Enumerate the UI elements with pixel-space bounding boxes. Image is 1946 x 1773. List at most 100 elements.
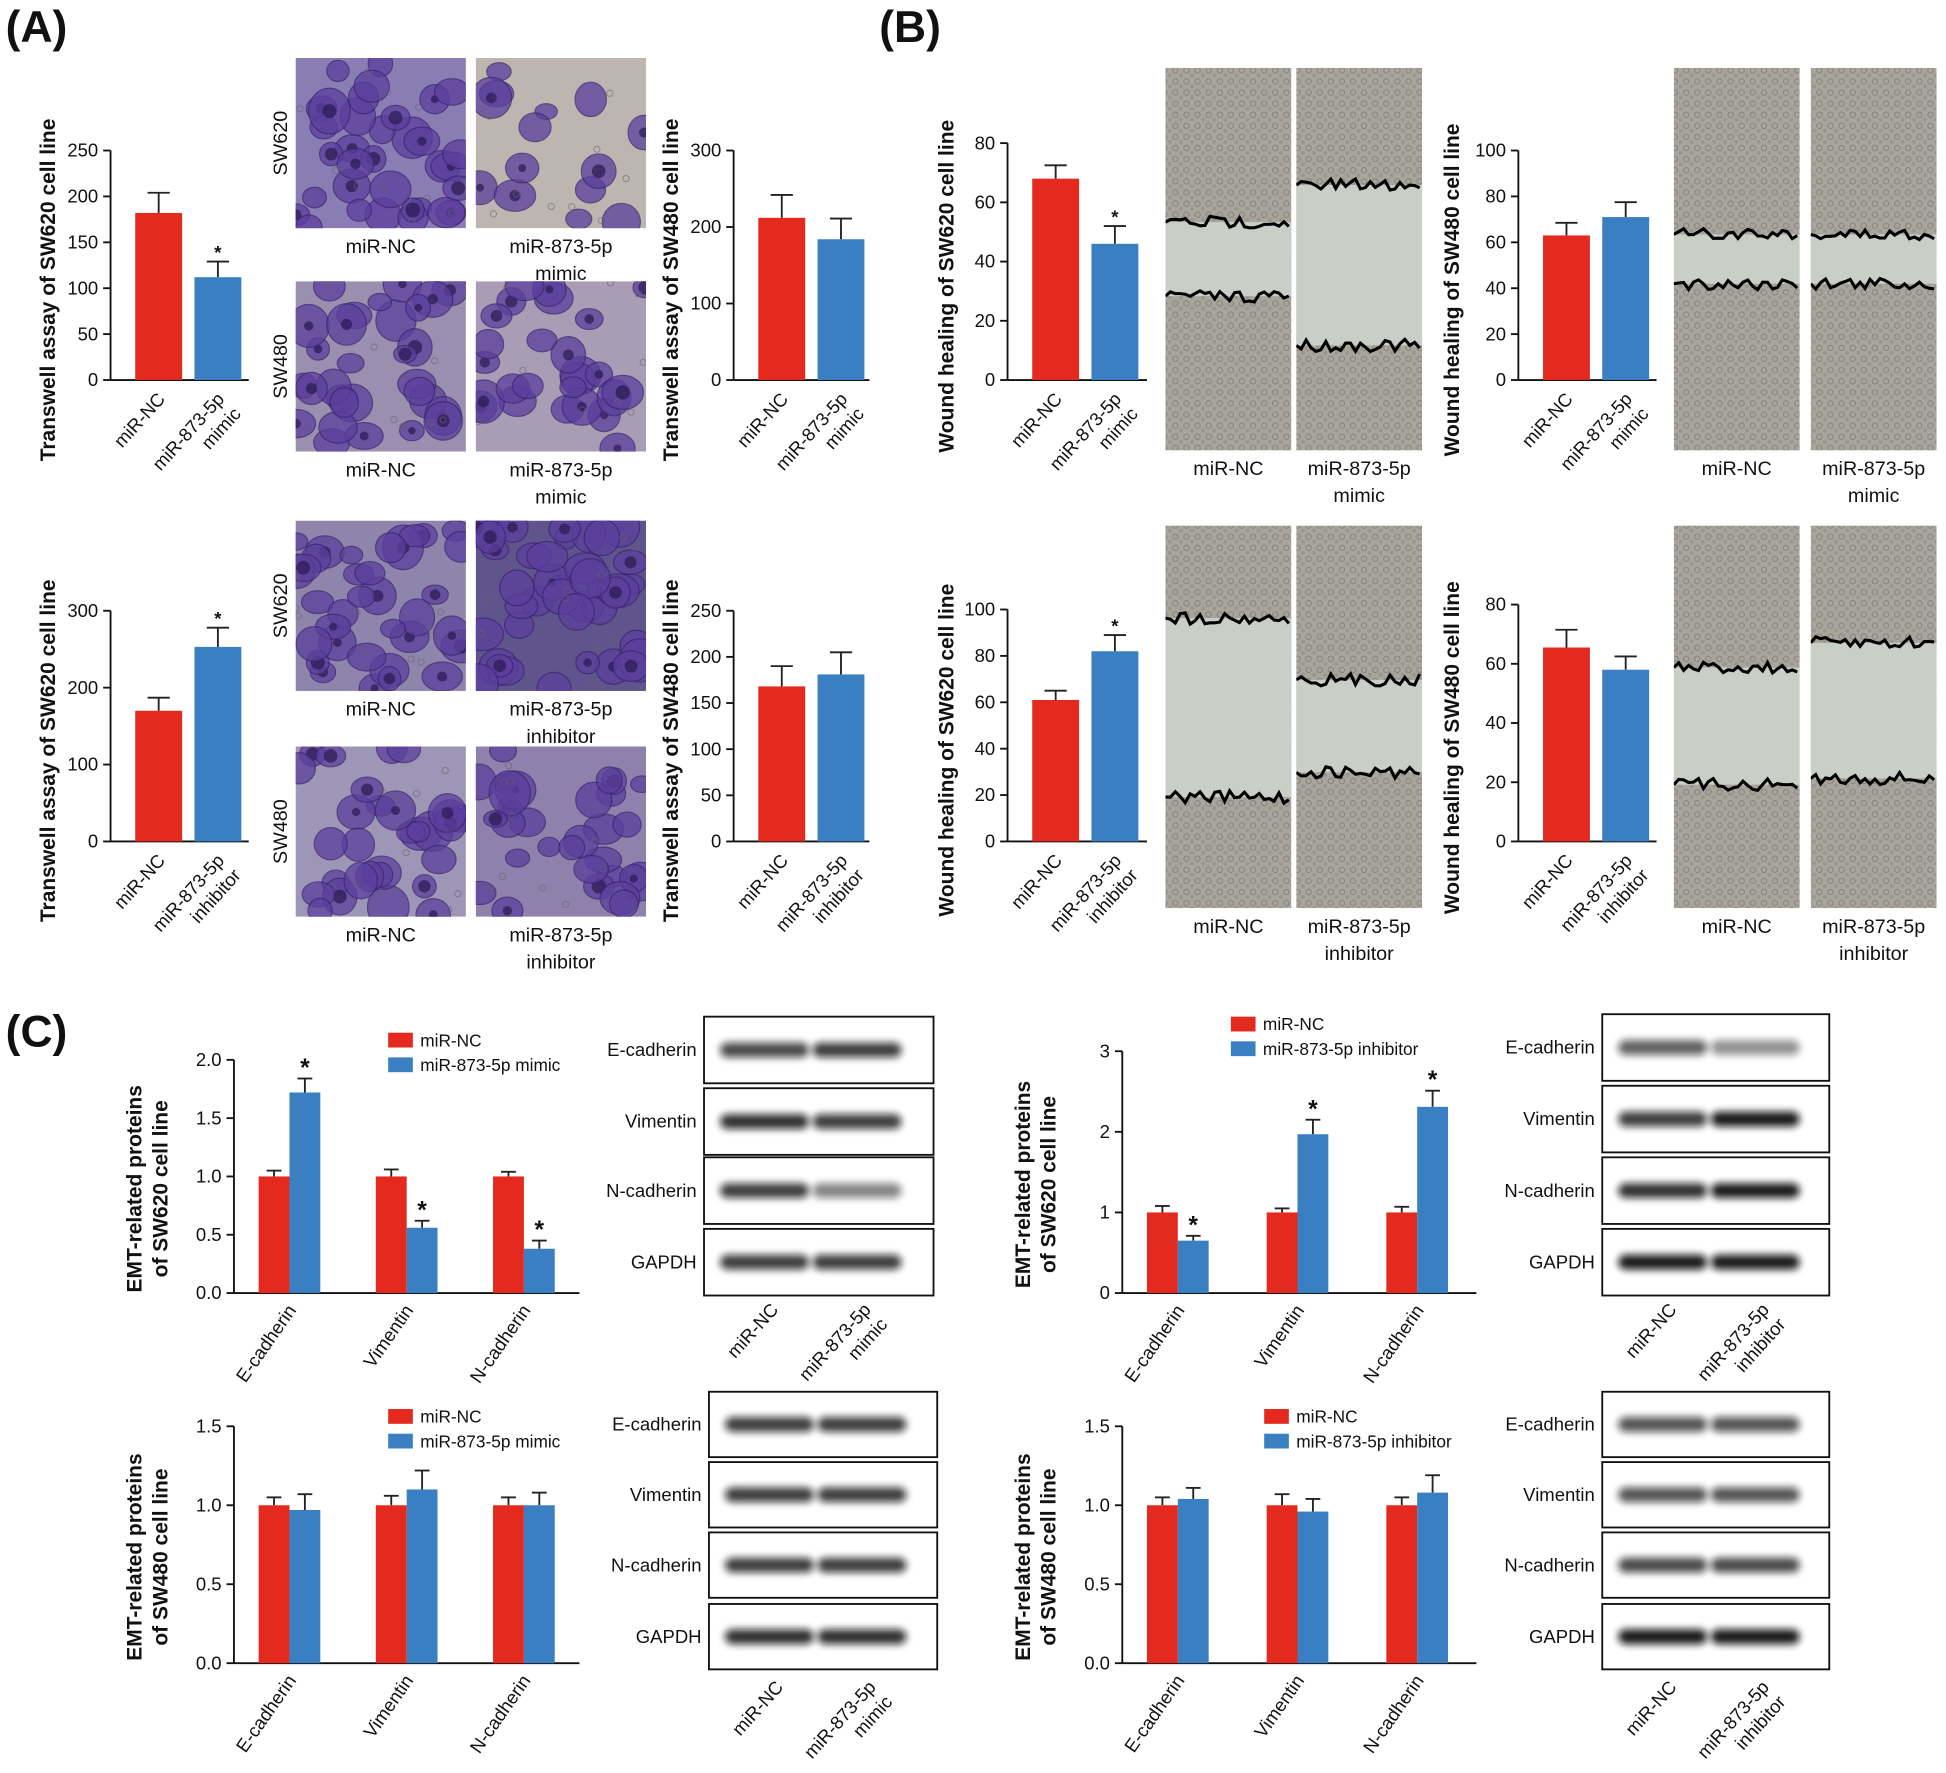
- y-tick-label: 250: [690, 600, 721, 621]
- caption-line: miR-NC: [346, 459, 416, 481]
- y-tick-label: 3: [1100, 1040, 1110, 1061]
- nucleus: [624, 556, 637, 569]
- error-bar: [1185, 1234, 1201, 1241]
- pore: [592, 643, 600, 651]
- bar: [258, 1176, 290, 1294]
- cell: [295, 532, 309, 551]
- x-tick-label-line: miR-NC: [1517, 388, 1577, 451]
- pore: [599, 865, 607, 873]
- cell: [295, 408, 317, 439]
- micrograph: [475, 746, 647, 917]
- y-tick-label: 40: [1485, 277, 1506, 298]
- lane-label: miR-873-5pinhibitor: [1693, 1676, 1790, 1773]
- pore: [591, 837, 599, 845]
- pore: [455, 630, 463, 638]
- x-tick-label: Vimentin: [1250, 1301, 1308, 1372]
- caption-line: miR-NC: [1193, 458, 1263, 480]
- protein-label: Vimentin: [630, 1484, 702, 1505]
- y-tick-label: 60: [1485, 653, 1506, 674]
- y-tick-label: 0: [1496, 369, 1506, 390]
- bar: [375, 1505, 407, 1664]
- x-tick-label-line: miR-NC: [1006, 388, 1066, 451]
- pore: [365, 67, 373, 75]
- error-bar: [206, 626, 230, 647]
- nucleus: [388, 110, 403, 125]
- y-tick-label: 60: [1485, 231, 1506, 252]
- band: [812, 1183, 902, 1199]
- cell: [442, 139, 466, 170]
- band: [817, 1557, 907, 1573]
- y-tick-label: 100: [67, 754, 98, 775]
- y-tick-label: 100: [690, 293, 721, 314]
- pore: [562, 900, 570, 909]
- micrograph: [295, 746, 466, 917]
- bar: [1032, 178, 1080, 381]
- cell: [346, 642, 387, 672]
- y-tick-label: 2: [1100, 1121, 1110, 1142]
- nucleus: [417, 136, 427, 146]
- pore: [332, 166, 340, 174]
- pore: [295, 575, 300, 583]
- band: [817, 1417, 907, 1432]
- cell: [488, 770, 532, 817]
- cell: [565, 208, 593, 229]
- nucleus: [295, 418, 301, 429]
- bar: [1386, 1505, 1418, 1664]
- micrograph: [295, 57, 466, 229]
- error-bar: [1044, 164, 1067, 179]
- cell: [307, 897, 333, 917]
- legend-swatch: [1264, 1409, 1289, 1424]
- caption-line: miR-NC: [1702, 458, 1772, 480]
- bar: [1091, 651, 1139, 842]
- band: [817, 1487, 907, 1503]
- x-tick-label: N-cadherin: [1359, 1301, 1428, 1387]
- pore: [639, 358, 647, 367]
- y-tick-label: 60: [975, 192, 996, 213]
- wound-gap: [1296, 185, 1423, 346]
- wound-gap: [1810, 642, 1937, 779]
- nucleus: [638, 281, 647, 295]
- cell: [313, 281, 346, 302]
- nucleus: [332, 889, 347, 904]
- bar: [289, 1509, 321, 1664]
- pore: [417, 658, 425, 666]
- nucleus: [609, 586, 622, 599]
- cell: [627, 114, 647, 151]
- caption-line: mimic: [1848, 485, 1900, 507]
- bar: [1266, 1505, 1298, 1664]
- bar: [1543, 235, 1590, 381]
- protein-label: Vimentin: [1523, 1484, 1595, 1505]
- pore: [430, 357, 439, 365]
- bar: [1297, 1511, 1329, 1664]
- band: [1618, 1183, 1708, 1199]
- pore: [454, 890, 462, 898]
- nucleus: [545, 285, 554, 294]
- bar: [135, 710, 183, 842]
- nucleus: [370, 684, 379, 691]
- micrograph: [295, 281, 466, 452]
- caption: miR-NC: [1702, 458, 1772, 480]
- error-bar: [1425, 1474, 1441, 1493]
- bar: [817, 239, 865, 381]
- micrograph: [475, 57, 647, 229]
- caption-line: miR-NC: [346, 924, 416, 946]
- wound-edge: [1165, 289, 1290, 304]
- y-tick-label: 50: [78, 323, 99, 344]
- y-tick-label: 0: [711, 369, 721, 390]
- bar: [1543, 647, 1590, 842]
- nucleus: [562, 349, 574, 361]
- legend-label: miR-NC: [1296, 1407, 1357, 1427]
- error-bar: [1044, 689, 1067, 700]
- band: [1710, 1111, 1800, 1127]
- bar: [406, 1227, 438, 1294]
- significance: *: [535, 1217, 545, 1244]
- cell: [475, 663, 499, 691]
- legend-label: miR-NC: [420, 1407, 481, 1427]
- cell: [326, 59, 350, 83]
- nucleus: [398, 347, 412, 361]
- error-bar: [1305, 1118, 1321, 1135]
- pore: [503, 284, 511, 292]
- cell: [612, 811, 642, 838]
- cell: [583, 520, 621, 557]
